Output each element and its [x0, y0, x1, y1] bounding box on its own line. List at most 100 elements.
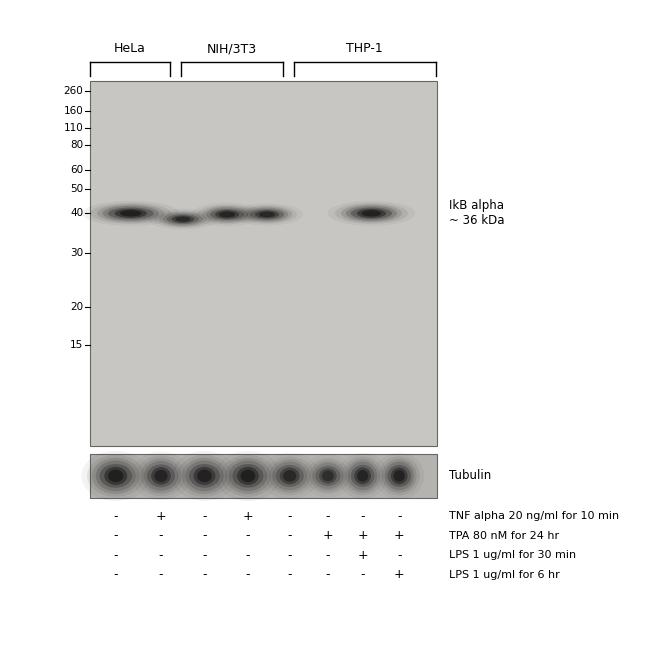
Ellipse shape — [177, 455, 232, 497]
Text: -: - — [287, 529, 292, 542]
Ellipse shape — [322, 471, 334, 481]
Ellipse shape — [280, 467, 300, 484]
Text: -: - — [287, 568, 292, 581]
Ellipse shape — [240, 469, 255, 482]
Ellipse shape — [272, 462, 307, 490]
Ellipse shape — [385, 462, 414, 490]
Ellipse shape — [103, 206, 159, 221]
Text: TPA 80 nM for 24 hr: TPA 80 nM for 24 hr — [449, 531, 559, 541]
Text: 260: 260 — [64, 86, 83, 96]
Text: -: - — [326, 568, 330, 581]
Ellipse shape — [394, 470, 405, 482]
Ellipse shape — [237, 205, 297, 224]
Ellipse shape — [104, 467, 127, 485]
Text: +: + — [394, 529, 404, 542]
Text: HeLa: HeLa — [114, 42, 146, 55]
Ellipse shape — [233, 464, 263, 488]
Ellipse shape — [265, 456, 315, 495]
Ellipse shape — [154, 210, 212, 228]
Text: +: + — [358, 549, 368, 562]
Text: -: - — [287, 510, 292, 523]
Ellipse shape — [346, 206, 397, 221]
Ellipse shape — [155, 470, 168, 482]
Text: -: - — [202, 549, 207, 562]
Ellipse shape — [172, 215, 194, 223]
Text: -: - — [287, 549, 292, 562]
Text: 20: 20 — [70, 301, 83, 312]
Ellipse shape — [120, 210, 142, 217]
Ellipse shape — [348, 462, 377, 490]
Ellipse shape — [151, 467, 171, 485]
Ellipse shape — [229, 460, 267, 492]
Ellipse shape — [96, 460, 136, 492]
Ellipse shape — [219, 212, 235, 217]
Ellipse shape — [341, 204, 402, 223]
Text: THP-1: THP-1 — [346, 42, 383, 55]
Text: 15: 15 — [70, 340, 83, 350]
Ellipse shape — [313, 463, 343, 489]
Ellipse shape — [97, 204, 164, 223]
Ellipse shape — [92, 458, 140, 494]
Ellipse shape — [382, 459, 417, 493]
Ellipse shape — [108, 208, 153, 219]
Text: -: - — [246, 549, 250, 562]
Ellipse shape — [306, 458, 350, 494]
Ellipse shape — [197, 469, 212, 482]
Ellipse shape — [136, 456, 186, 496]
Ellipse shape — [259, 212, 275, 217]
Ellipse shape — [189, 464, 220, 488]
Ellipse shape — [391, 467, 408, 484]
Text: +: + — [242, 510, 254, 523]
Ellipse shape — [210, 209, 244, 220]
Ellipse shape — [361, 210, 381, 217]
Text: 160: 160 — [64, 105, 83, 115]
Ellipse shape — [354, 467, 371, 484]
Ellipse shape — [250, 209, 284, 219]
Text: -: - — [326, 510, 330, 523]
Text: +: + — [156, 510, 166, 523]
Text: 40: 40 — [70, 208, 83, 218]
Ellipse shape — [342, 456, 384, 495]
Ellipse shape — [144, 461, 178, 491]
Ellipse shape — [276, 465, 304, 487]
Ellipse shape — [345, 459, 380, 493]
Text: 110: 110 — [64, 123, 83, 133]
Text: -: - — [114, 568, 118, 581]
Text: -: - — [114, 529, 118, 542]
Text: -: - — [361, 510, 365, 523]
Ellipse shape — [309, 460, 346, 492]
Text: -: - — [159, 529, 163, 542]
Ellipse shape — [108, 469, 124, 482]
Text: LPS 1 ug/ml for 30 min: LPS 1 ug/ml for 30 min — [449, 550, 577, 561]
Ellipse shape — [99, 464, 132, 488]
Ellipse shape — [140, 458, 181, 493]
Ellipse shape — [357, 209, 386, 218]
Ellipse shape — [147, 464, 175, 488]
Ellipse shape — [215, 210, 239, 219]
Ellipse shape — [378, 456, 420, 495]
Ellipse shape — [315, 465, 341, 486]
FancyBboxPatch shape — [90, 454, 437, 498]
Ellipse shape — [181, 458, 228, 494]
Text: Tubulin: Tubulin — [449, 469, 491, 482]
Ellipse shape — [357, 470, 369, 482]
Ellipse shape — [283, 470, 296, 482]
Ellipse shape — [351, 208, 392, 219]
Ellipse shape — [159, 212, 207, 227]
Text: -: - — [397, 549, 402, 562]
Ellipse shape — [162, 213, 203, 226]
Ellipse shape — [176, 217, 190, 222]
Text: -: - — [202, 568, 207, 581]
Ellipse shape — [351, 465, 374, 487]
Text: +: + — [394, 568, 404, 581]
Text: -: - — [202, 529, 207, 542]
Text: -: - — [326, 549, 330, 562]
Text: 80: 80 — [70, 140, 83, 150]
Text: NIH/3T3: NIH/3T3 — [207, 42, 257, 55]
Text: -: - — [114, 510, 118, 523]
Ellipse shape — [319, 468, 337, 484]
Text: +: + — [358, 529, 368, 542]
Ellipse shape — [335, 203, 408, 224]
Text: 50: 50 — [70, 184, 83, 193]
Ellipse shape — [246, 208, 288, 221]
